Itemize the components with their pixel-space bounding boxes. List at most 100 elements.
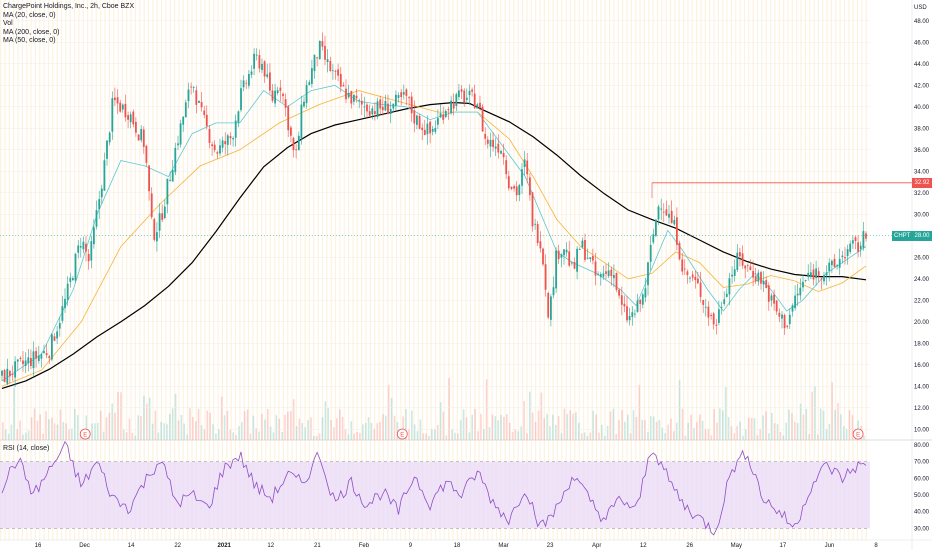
time-tick-label: 2021 xyxy=(218,543,232,549)
candle-body xyxy=(471,89,473,92)
candle-body xyxy=(486,139,489,144)
candle-body xyxy=(505,160,508,175)
price-tick-label: 12.00 xyxy=(914,406,930,412)
candle-body xyxy=(831,260,833,266)
volume-bar xyxy=(765,411,767,440)
volume-bar xyxy=(434,429,436,440)
candle-body xyxy=(211,144,213,147)
session-stripe xyxy=(443,0,445,540)
volume-bar xyxy=(845,428,848,440)
volume-bar xyxy=(146,403,148,440)
volume-bar xyxy=(575,412,577,440)
price-tick-label: 20.00 xyxy=(914,320,930,326)
session-stripe xyxy=(226,0,228,540)
session-stripe xyxy=(87,0,89,540)
candle-body xyxy=(702,300,705,305)
candle-body xyxy=(620,295,623,305)
candle-body xyxy=(384,101,387,111)
volume-bar xyxy=(722,410,724,440)
candle-body xyxy=(573,262,576,269)
session-stripe xyxy=(804,0,806,540)
volume-bar xyxy=(560,433,563,440)
volume-bar xyxy=(436,424,439,440)
candle-body xyxy=(40,354,43,359)
volume-bar xyxy=(451,429,453,440)
candle-body xyxy=(817,271,820,276)
volume-bar xyxy=(595,414,597,440)
volume-bar xyxy=(497,420,499,440)
volume-bar xyxy=(457,433,459,440)
candle-body xyxy=(22,360,24,365)
session-stripe xyxy=(495,0,498,540)
candle-body xyxy=(652,234,655,243)
candle-body xyxy=(676,217,678,245)
volume-bar xyxy=(209,412,211,440)
volume-bar xyxy=(825,428,828,440)
legend-ma20[interactable]: MA (20, close, 0) xyxy=(3,11,56,19)
session-stripe xyxy=(474,0,476,540)
volume-bar xyxy=(382,414,384,440)
rsi-legend[interactable]: RSI (14, close) xyxy=(3,445,50,452)
session-stripe xyxy=(334,0,337,540)
volume-bar xyxy=(736,426,738,440)
candle-body xyxy=(121,104,124,110)
candle-body xyxy=(332,70,334,72)
candle-body xyxy=(423,129,426,136)
volume-bar xyxy=(529,391,531,440)
legend-vol[interactable]: Vol xyxy=(3,20,13,28)
volume-bar xyxy=(65,423,67,440)
volume-bar xyxy=(157,432,160,440)
candle-body xyxy=(326,59,329,62)
session-stripe xyxy=(65,0,67,540)
candle-body xyxy=(639,299,642,304)
candle-body xyxy=(287,106,290,131)
candle-body xyxy=(602,273,605,277)
volume-bar xyxy=(362,424,364,440)
candle-body xyxy=(668,213,670,218)
session-stripe xyxy=(578,0,580,540)
candle-body xyxy=(198,101,200,103)
volume-bar xyxy=(817,434,819,440)
candle-body xyxy=(116,97,119,104)
candle-body xyxy=(592,256,594,261)
candle-body xyxy=(405,89,408,96)
candle-body xyxy=(757,272,760,282)
session-stripe xyxy=(461,0,463,540)
candle-body xyxy=(387,103,389,115)
volume-bar xyxy=(503,416,505,440)
session-stripe xyxy=(230,0,232,540)
session-stripe xyxy=(748,0,750,540)
candle-body xyxy=(531,192,534,227)
volume-bar xyxy=(557,416,560,440)
volume-bar xyxy=(742,435,744,440)
volume-bar xyxy=(843,426,845,440)
candle-body xyxy=(355,95,358,99)
volume-bar xyxy=(99,410,102,440)
volume-bar xyxy=(445,435,448,440)
legend-ma50[interactable]: MA (50, close, 0) xyxy=(3,37,56,45)
volume-bar xyxy=(540,392,543,440)
volume-bar xyxy=(229,429,232,440)
volume-bar xyxy=(30,417,33,440)
candle-body xyxy=(778,312,781,317)
candle-body xyxy=(371,108,374,115)
volume-bar xyxy=(4,429,7,440)
volume-bar xyxy=(650,416,652,440)
candle-body xyxy=(655,219,657,236)
candle-body xyxy=(760,272,762,284)
volume-bar xyxy=(315,435,318,440)
candle-body xyxy=(434,127,437,132)
volume-bar xyxy=(189,408,191,440)
moving-averages xyxy=(1,84,867,389)
legend-ma200[interactable]: MA (200, close, 0) xyxy=(3,28,60,36)
volume-bar xyxy=(171,408,174,440)
session-stripe xyxy=(609,0,611,540)
volume-bar xyxy=(805,409,808,440)
price-tick-label: 36.00 xyxy=(914,148,930,154)
volume-bar xyxy=(7,433,10,440)
candle-body xyxy=(339,74,342,87)
volume-bar xyxy=(356,432,358,440)
price-tick-label: 46.00 xyxy=(914,40,930,46)
